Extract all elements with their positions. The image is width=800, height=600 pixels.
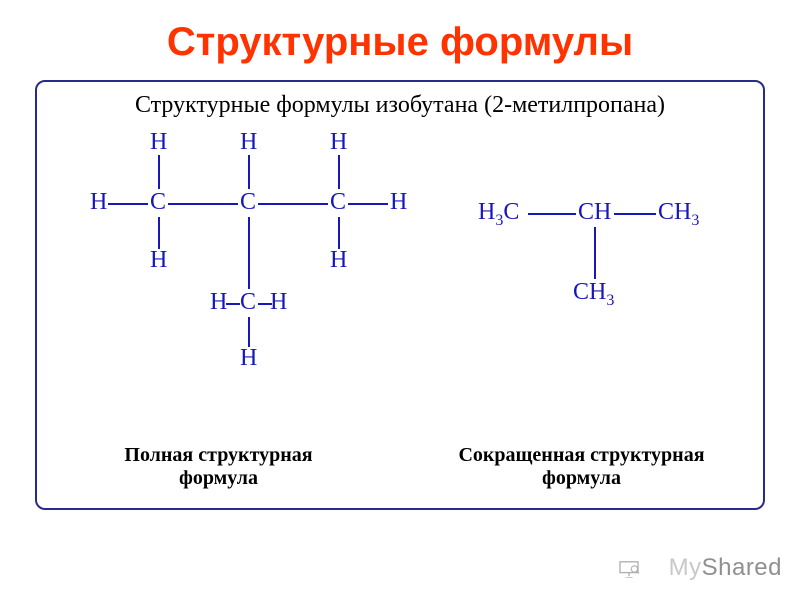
atom-label: H xyxy=(330,129,347,156)
watermark-my: My xyxy=(669,554,702,581)
caption-right: Сокращенная структурная формула xyxy=(400,444,763,490)
atom-label: C xyxy=(240,189,256,216)
atom-label: H xyxy=(240,129,257,156)
atom-label: C xyxy=(240,289,256,316)
atom-label: H xyxy=(330,247,347,274)
full-structural-formula: HHHHCCCHHHHCHH xyxy=(62,129,432,389)
bond xyxy=(158,155,160,189)
frame-title: Структурные формулы изобутана (2-метилпр… xyxy=(52,92,748,119)
bond xyxy=(248,217,250,289)
caption-right-line1: Сокращенная структурная xyxy=(458,444,704,466)
bond xyxy=(348,203,388,205)
condensed-structural-formula: H3C CH CH3 CH3 xyxy=(458,169,738,349)
atom-label: H xyxy=(150,129,167,156)
caption-left-line2: формула xyxy=(179,467,258,489)
captions-row: Полная структурная формула Сокращенная с… xyxy=(37,444,763,490)
bond xyxy=(258,203,328,205)
atom-label: H xyxy=(240,345,257,372)
atom-label: H xyxy=(390,189,407,216)
atom-label: H xyxy=(270,289,287,316)
bond xyxy=(258,303,272,305)
bond xyxy=(594,227,596,279)
bond xyxy=(338,155,340,189)
atom-label: C xyxy=(330,189,346,216)
bond xyxy=(338,217,340,249)
watermark-shared: Shared xyxy=(702,554,782,581)
atom-label: CH3 xyxy=(573,279,614,310)
watermark: MyShared xyxy=(669,554,782,582)
bond xyxy=(248,317,250,347)
atom-label: C xyxy=(150,189,166,216)
bond xyxy=(248,155,250,189)
caption-left: Полная структурная формула xyxy=(37,444,400,490)
bond xyxy=(158,217,160,249)
presentation-icon xyxy=(618,560,640,578)
bond xyxy=(528,213,576,215)
bond xyxy=(108,203,148,205)
atom-label: H xyxy=(150,247,167,274)
diagram-frame: Структурные формулы изобутана (2-метилпр… xyxy=(35,80,765,510)
atom-label: CH xyxy=(578,199,611,226)
bond xyxy=(226,303,240,305)
page-title: Структурные формулы xyxy=(0,0,800,80)
atom-label: H xyxy=(210,289,227,316)
atom-label: CH3 xyxy=(658,199,699,230)
diagrams-row: HHHHCCCHHHHCHH H3CCHCH3CH3 xyxy=(52,129,748,409)
bond xyxy=(614,213,656,215)
caption-right-line2: формула xyxy=(542,467,621,489)
caption-left-line1: Полная структурная xyxy=(124,444,312,466)
atom-label: H3C xyxy=(478,199,519,230)
bond xyxy=(168,203,238,205)
atom-label: H xyxy=(90,189,107,216)
